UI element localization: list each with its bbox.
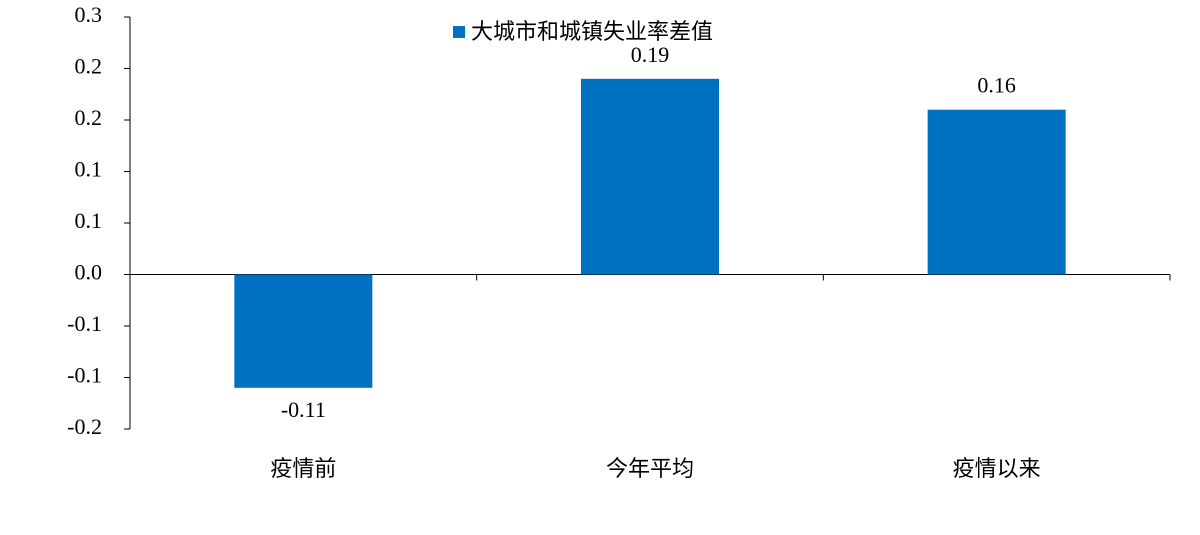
y-tick-label: 0.1: [75, 157, 103, 182]
y-tick-label: 0.2: [75, 105, 103, 130]
legend-swatch: [453, 26, 465, 38]
bar: [234, 274, 373, 388]
legend-label: 大城市和城镇失业率差值: [471, 20, 713, 45]
y-tick-label: 0.3: [75, 2, 103, 27]
bar: [927, 109, 1066, 275]
y-tick-label: -0.1: [67, 311, 102, 336]
data-label: 0.16: [977, 73, 1016, 98]
data-label: 0.19: [631, 42, 670, 67]
y-tick-label: 0.1: [75, 208, 103, 233]
y-tick-label: -0.1: [67, 363, 102, 388]
x-tick-label: 疫情前: [270, 457, 336, 482]
x-tick-label: 今年平均: [606, 457, 694, 482]
x-tick-label: 疫情以来: [953, 457, 1041, 482]
bar: [581, 78, 719, 275]
y-tick-label: 0.2: [75, 54, 103, 79]
y-tick-label: 0.0: [75, 260, 103, 285]
data-label: -0.11: [281, 397, 326, 422]
y-tick-label: -0.2: [67, 414, 102, 439]
